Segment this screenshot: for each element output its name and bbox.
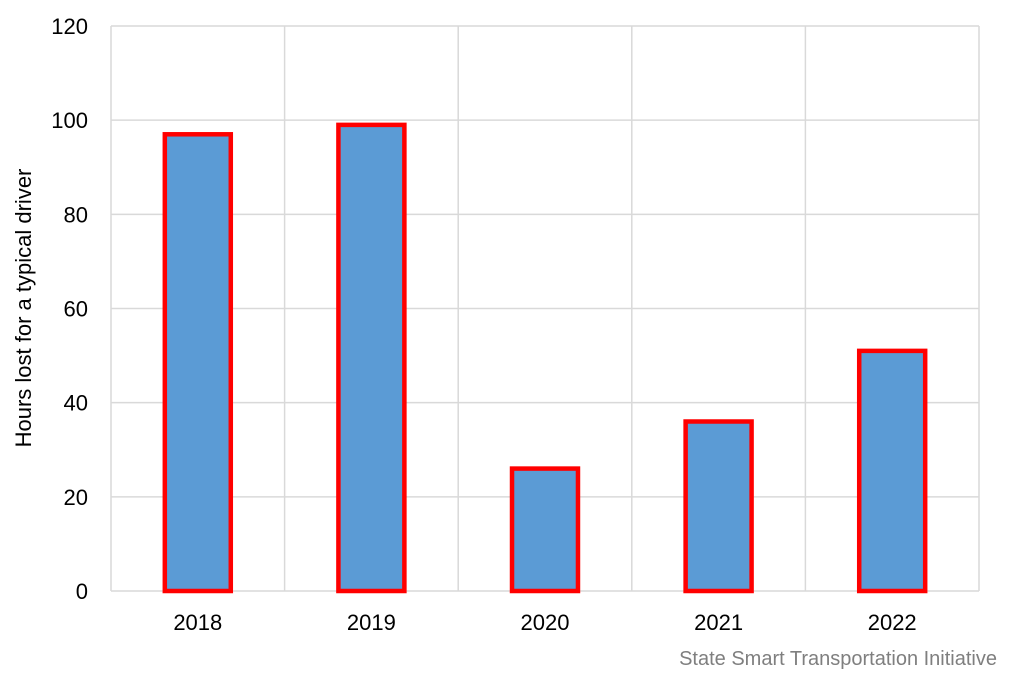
bar-2021 xyxy=(683,419,754,594)
y-tick-label-20: 20 xyxy=(64,485,88,510)
source-note: State Smart Transportation Initiative xyxy=(679,648,997,670)
x-tick-label-2022: 2022 xyxy=(868,610,917,635)
x-tick-label-2021: 2021 xyxy=(694,610,743,635)
gridlines xyxy=(110,25,980,592)
x-tick-label-2019: 2019 xyxy=(347,610,396,635)
bar-2019 xyxy=(336,122,407,594)
x-tick-label-2018: 2018 xyxy=(173,610,222,635)
bar-2020 xyxy=(509,466,581,594)
y-tick-label-80: 80 xyxy=(64,202,88,227)
x-axis-ticks: 2018 2019 2020 2021 2022 xyxy=(173,610,916,635)
y-tick-label-40: 40 xyxy=(64,391,88,416)
y-axis-ticks: 0 20 40 60 80 100 120 xyxy=(51,14,88,604)
y-tick-label-120: 120 xyxy=(51,14,88,39)
y-tick-label-0: 0 xyxy=(76,579,88,604)
x-tick-label-2020: 2020 xyxy=(521,610,570,635)
y-tick-label-100: 100 xyxy=(51,108,88,133)
y-axis-title: Hours lost for a typical driver xyxy=(11,169,36,448)
bar-2022 xyxy=(856,348,928,594)
bars xyxy=(162,122,928,594)
y-tick-label-60: 60 xyxy=(64,297,88,322)
bar-2018 xyxy=(162,132,234,594)
